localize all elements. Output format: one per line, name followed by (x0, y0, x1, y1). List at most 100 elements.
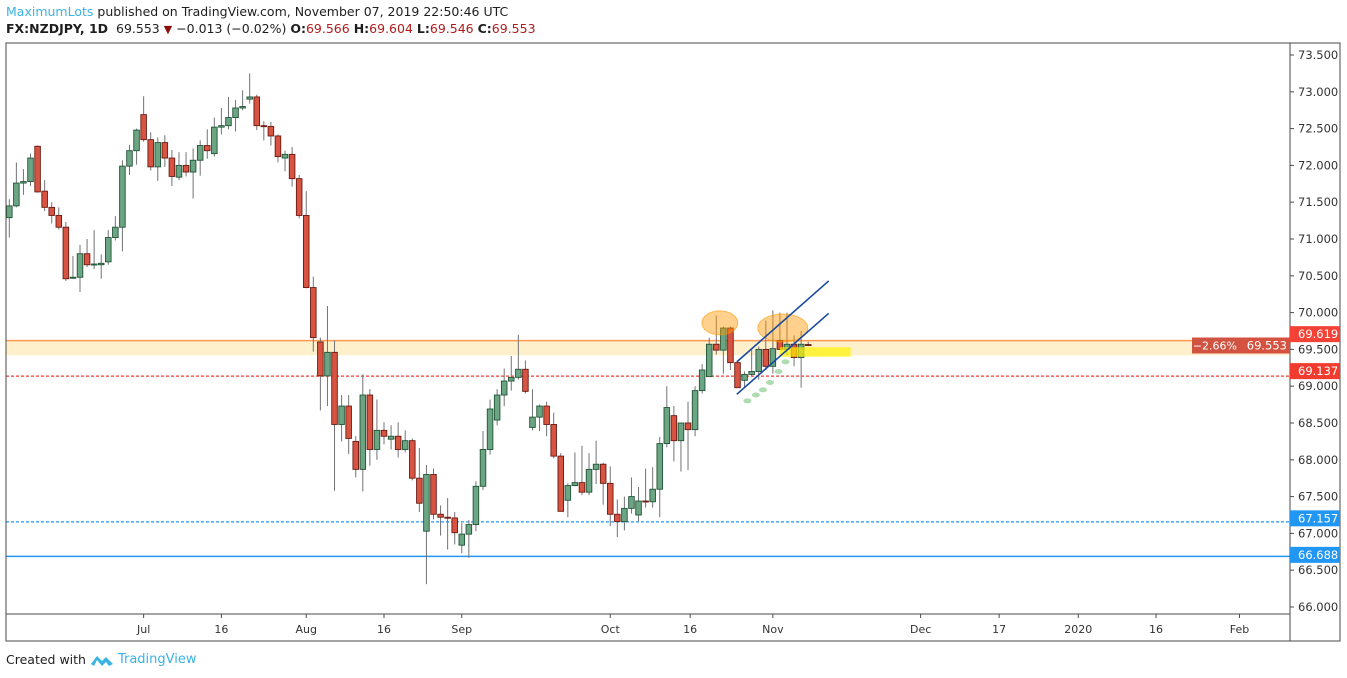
candle (288, 147, 296, 187)
candle (635, 487, 642, 522)
footer: Created with TradingView (6, 652, 197, 667)
x-tick-label: Aug (295, 623, 316, 636)
candle-body-up (472, 485, 480, 526)
candle (727, 326, 734, 371)
candle (225, 96, 232, 130)
orange-resistance-line-price-label-bg (1290, 326, 1340, 343)
candle (260, 121, 268, 141)
candle-body-up (677, 422, 685, 442)
candle-body-up (13, 182, 20, 207)
x-tick-label: Nov (762, 623, 784, 636)
candle (27, 153, 34, 187)
y-tick-label: 68.000 (1298, 453, 1338, 467)
y-tick-label: 73.000 (1298, 85, 1338, 99)
y-tick-label: 72.500 (1298, 122, 1338, 136)
candle-body-up (536, 405, 543, 418)
candle-body-up (112, 226, 119, 238)
candle (204, 129, 211, 159)
green-marker (781, 359, 790, 365)
candle-body-up (479, 449, 487, 487)
candle (578, 445, 586, 496)
candle-body-down (34, 145, 41, 193)
candle (748, 350, 755, 377)
candle-body-down (182, 164, 190, 173)
candle-body-up (698, 369, 706, 392)
red-support-line-price-label: 69.137 (1298, 364, 1338, 378)
y-tick-label: 69.000 (1298, 379, 1338, 393)
candle-body-up (663, 407, 671, 445)
high-value: 69.604 (369, 21, 413, 36)
channel-upper-line (736, 280, 830, 363)
candle (734, 360, 741, 389)
candle (76, 244, 84, 292)
candle-body-down (331, 351, 338, 425)
orange-resistance-line-price-label: 69.619 (1298, 327, 1338, 341)
candle (536, 404, 543, 432)
blue-support-line-dotted-price-label: 67.157 (1298, 511, 1338, 525)
candle (387, 425, 395, 450)
x-tick-label: Oct (601, 623, 621, 636)
candle-body-up (232, 107, 239, 119)
green-marker (774, 368, 783, 374)
change-percent-label: −2.66% (1193, 339, 1237, 352)
candle (571, 452, 579, 487)
candle-body-down (451, 517, 458, 534)
y-tick-label: 69.500 (1298, 342, 1338, 356)
candle-body-up (76, 253, 84, 278)
candle (189, 148, 197, 199)
candle (62, 222, 70, 281)
candle (515, 334, 522, 380)
candle-body-down (670, 415, 678, 442)
candle-body-up (486, 408, 494, 450)
blue-support-line-dotted-price-label-bg (1290, 510, 1340, 527)
y-tick-label: 71.500 (1298, 195, 1338, 209)
candle (663, 386, 671, 448)
candle (479, 431, 487, 490)
candle-body-up (20, 181, 27, 184)
candle-body-down (83, 253, 91, 266)
candle-body-down (366, 394, 374, 450)
candle (416, 448, 423, 513)
channel-lower-line (736, 312, 830, 395)
candle (317, 337, 324, 411)
candle (607, 466, 614, 527)
candle (423, 464, 430, 585)
candle-body-down (599, 463, 607, 484)
highlight-ellipse (701, 310, 739, 336)
candle (196, 140, 204, 176)
candle (698, 364, 706, 394)
candle (126, 144, 133, 175)
candle-body-up (105, 237, 112, 263)
low-value: 69.546 (429, 21, 474, 36)
candle (557, 453, 565, 512)
candle (175, 152, 183, 181)
candle (804, 341, 812, 347)
green-marker (766, 380, 775, 386)
candle (182, 152, 190, 177)
open-label: O: (290, 21, 306, 36)
candle-body-up (401, 440, 409, 450)
candle (522, 360, 529, 394)
candle-body-up (97, 262, 105, 266)
candle-body-down (295, 178, 303, 216)
candle-body-up (225, 117, 232, 127)
candle (628, 477, 635, 514)
candle-body-down (437, 513, 444, 518)
candle (543, 401, 550, 437)
candle (133, 128, 140, 165)
candle-body-down (522, 368, 529, 392)
blue-support-line-solid-price-label-bg (1290, 546, 1340, 563)
candle (211, 117, 218, 157)
author-link[interactable]: MaximumLots (6, 4, 94, 19)
candle (472, 481, 480, 532)
candle (338, 395, 345, 442)
candle-body-up (387, 435, 395, 440)
close-value: 69.553 (491, 21, 536, 36)
candle (41, 180, 48, 212)
candle (253, 94, 260, 131)
candle-body-down (41, 190, 48, 208)
candle-body-up (720, 327, 727, 351)
candle (55, 207, 63, 230)
tradingview-brand-link[interactable]: TradingView (117, 652, 197, 667)
